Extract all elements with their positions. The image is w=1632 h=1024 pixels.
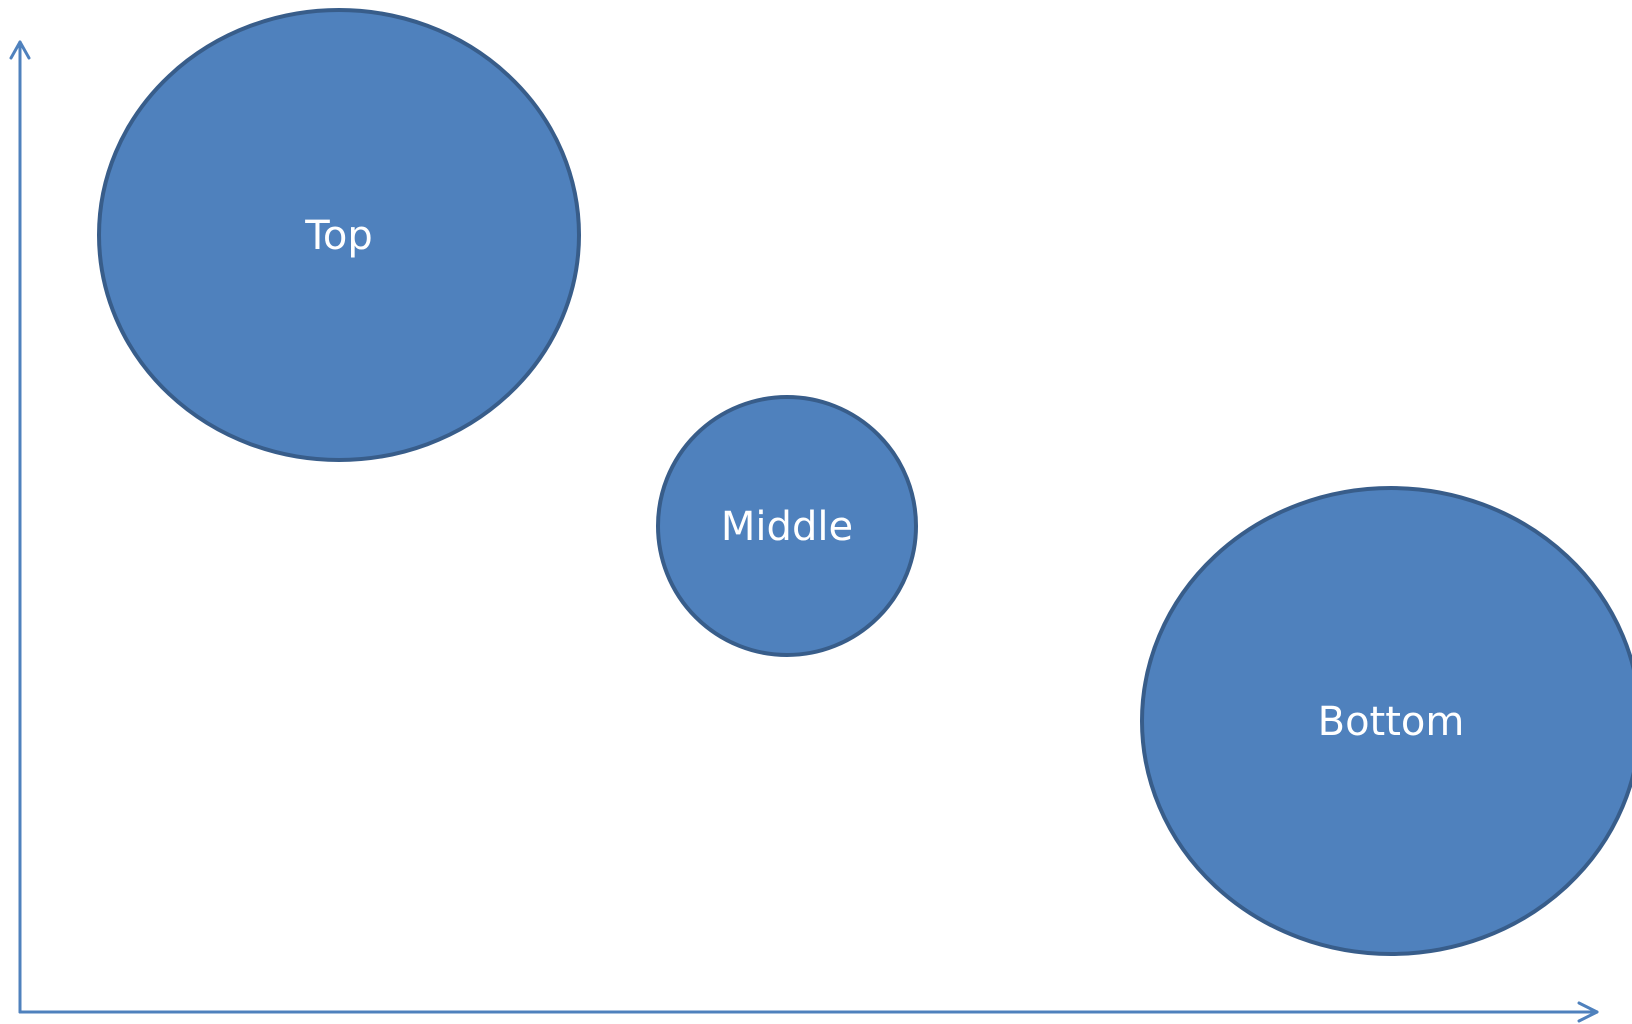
bubble-bottom: Bottom <box>1140 486 1632 956</box>
bubble-top: Top <box>97 8 581 462</box>
bubble-middle-shape <box>656 395 918 657</box>
axes <box>9 40 1599 1023</box>
bubble-top-label: Top <box>304 213 373 259</box>
bubble-bottom-label: Bottom <box>1318 699 1465 745</box>
y-axis-arrowhead <box>9 40 31 60</box>
bubble-middle-label: Middle <box>721 504 853 550</box>
bubble-bottom-shape <box>1140 486 1632 956</box>
bubble-top-shape <box>97 8 581 462</box>
bubble-middle: Middle <box>656 395 918 657</box>
x-axis-arrowhead <box>1577 1001 1599 1023</box>
